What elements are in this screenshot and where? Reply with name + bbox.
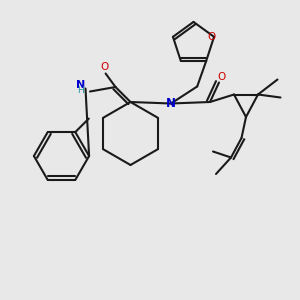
Text: O: O	[100, 62, 108, 73]
Text: O: O	[208, 32, 216, 42]
Text: H: H	[77, 86, 84, 95]
Text: O: O	[217, 72, 226, 82]
Text: N: N	[76, 80, 85, 90]
Text: N: N	[166, 97, 176, 110]
